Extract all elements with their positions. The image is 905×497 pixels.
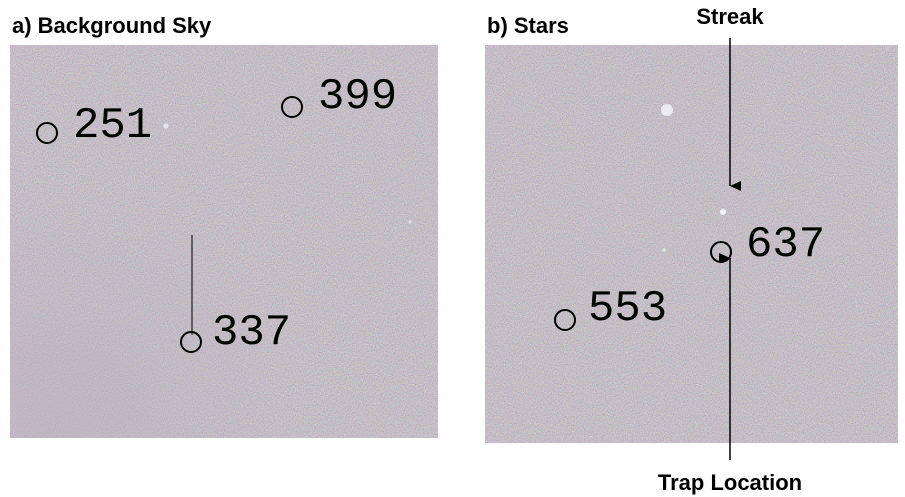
figure: a) Background Sky 251 399 337 b) Stars 6… [0,0,905,497]
star-id: 399 [318,72,397,122]
star-id: 337 [212,308,291,358]
stars-image [485,45,898,443]
star-id: 251 [73,101,152,151]
star-id: 553 [588,284,667,334]
star-id: 637 [746,220,825,270]
annotation: Streak [696,4,764,29]
panel-title: b) Stars [487,13,569,38]
panel-title: a) Background Sky [12,13,212,38]
annotation: Trap Location [658,470,802,495]
